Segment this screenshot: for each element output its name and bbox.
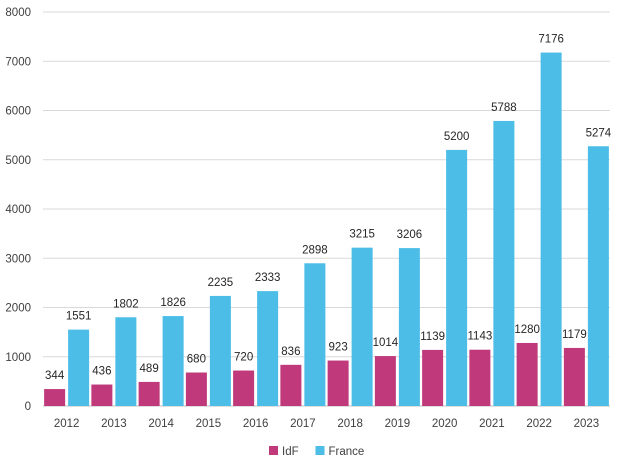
y-tick-label: 8000 [5,7,31,19]
legend: IdF France [269,446,364,458]
bar-idf [327,360,349,406]
x-tick-label: 2018 [337,418,363,430]
legend-swatch-france [315,446,325,455]
x-tick-label: 2013 [101,418,127,430]
bar-france [115,317,137,406]
x-tick-label: 2012 [54,418,80,430]
bar-idf [374,356,396,406]
bar-france [493,120,515,406]
bar-france [398,248,420,406]
data-label-france: 7176 [538,34,564,46]
data-label-france: 1551 [66,311,92,323]
data-label-idf: 1179 [562,329,587,341]
legend-label-france: France [329,446,365,458]
data-label-france: 2333 [255,272,281,284]
data-label-france: 2235 [208,277,234,289]
x-tick-label: 2016 [243,418,269,430]
y-tick-label: 1000 [5,352,31,364]
y-tick-label: 7000 [5,56,31,68]
y-tick-label: 0 [25,401,31,413]
data-label-france: 5274 [586,127,612,139]
data-label-france: 3215 [349,229,375,241]
data-label-idf: 1280 [514,324,540,336]
x-tick-label: 2017 [290,418,316,430]
x-tick-label: 2015 [196,418,222,430]
bar-france [209,295,231,406]
data-label-idf: 720 [234,352,253,364]
data-label-idf: 1143 [468,331,493,343]
data-labels: 344 1551 436 1802 489 1826 680 2235 720 2333 836 28… [45,34,612,382]
y-tick-label: 6000 [5,106,31,118]
x-axis-tick-labels: 2012 2013 2014 2015 2016 2017 2018 2019 2020 2021… [54,418,599,430]
y-tick-label: 5000 [5,155,31,167]
data-label-france: 5788 [491,102,517,114]
data-label-idf: 680 [187,354,206,366]
bar-france [68,329,90,406]
data-label-idf: 436 [92,366,111,378]
x-tick-label: 2020 [432,418,458,430]
bar-france [540,52,562,406]
data-label-france: 5200 [444,131,470,143]
x-tick-label: 2023 [574,418,600,430]
y-axis-tick-labels: 0 1000 2000 3000 4000 5000 6000 7000 8000 [5,7,31,413]
bar-idf [563,347,585,406]
x-tick-label: 2022 [526,418,552,430]
data-label-france: 1826 [160,297,186,309]
bar-idf [185,372,207,406]
bar-france [446,149,468,406]
x-tick-label: 2021 [479,418,505,430]
bar-idf [91,384,113,406]
x-tick-label: 2019 [385,418,411,430]
bar-france [257,291,279,406]
legend-swatch-idf [269,446,278,455]
data-label-idf: 836 [281,346,300,358]
data-label-france: 3206 [397,229,423,241]
bar-idf [138,381,160,406]
bars [44,52,609,406]
data-label-france: 1802 [113,298,139,310]
bar-france [351,247,373,406]
data-label-idf: 1139 [420,331,445,343]
y-tick-label: 4000 [5,204,31,216]
bar-idf [233,370,255,406]
data-label-idf: 1014 [373,337,399,349]
data-label-idf: 344 [45,370,65,382]
bar-idf [280,364,302,406]
data-label-france: 2898 [302,244,328,256]
legend-label-idf: IdF [282,446,299,458]
y-tick-label: 2000 [5,303,31,315]
bar-france [304,263,326,406]
bar-idf [516,342,538,406]
x-tick-label: 2014 [148,418,174,430]
y-tick-label: 3000 [5,253,31,265]
gridlines [43,11,610,407]
bar-idf [469,349,491,406]
bar-france [162,316,184,406]
bar-idf [422,349,444,406]
data-label-idf: 489 [140,363,159,375]
bar-idf [44,389,66,406]
bar-france [587,146,609,406]
data-label-idf: 923 [329,342,348,354]
